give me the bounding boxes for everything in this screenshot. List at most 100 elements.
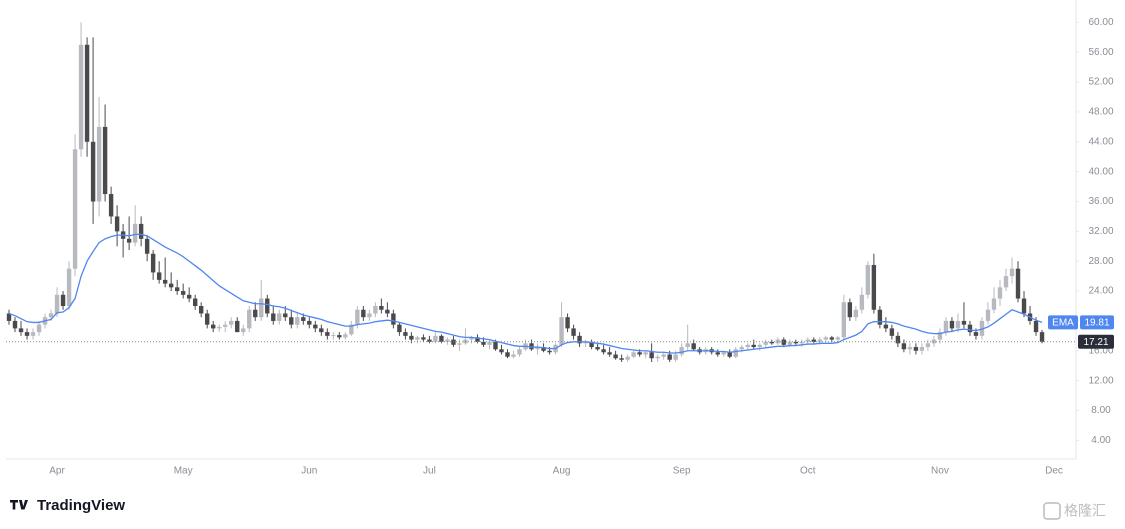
candle-body — [817, 339, 823, 342]
ema-value-box — [1080, 315, 1114, 330]
x-tick-label: Nov — [931, 466, 949, 477]
candle-body — [48, 313, 54, 318]
candle-body — [445, 339, 450, 342]
candle-body — [192, 298, 198, 306]
candle-body — [211, 324, 216, 329]
candle-body — [853, 309, 859, 318]
candle-body — [595, 347, 600, 350]
candle-body — [397, 324, 402, 333]
candle-body — [409, 335, 414, 340]
candle-body — [649, 352, 654, 359]
candle-body — [799, 341, 804, 344]
candle-body — [937, 332, 943, 340]
candle-body — [132, 223, 138, 243]
candle-body — [253, 309, 258, 318]
price-label: 17.21 — [1083, 337, 1108, 348]
candle-body — [12, 320, 18, 329]
candle-body — [613, 354, 618, 359]
candle-body — [919, 347, 925, 351]
candle-body — [180, 291, 186, 295]
candle-body — [793, 341, 798, 344]
candle-body — [379, 306, 384, 310]
candle-body — [481, 341, 486, 345]
candle-body — [331, 335, 336, 337]
candle-body — [60, 294, 66, 306]
y-tick-label: 44.00 — [1088, 136, 1113, 147]
brand-logo: TradingView — [10, 497, 125, 514]
candle-body — [721, 352, 726, 355]
x-tick-label: Dec — [1045, 466, 1063, 477]
candle-body — [583, 341, 588, 344]
candle-body — [1015, 268, 1021, 299]
candle-body — [24, 332, 30, 336]
candle-body — [973, 332, 979, 336]
brand: TradingView — [37, 497, 125, 514]
candle-body — [96, 126, 102, 202]
candle-body — [138, 223, 144, 239]
candle-body — [901, 343, 907, 350]
y-tick-label: 16.00 — [1088, 345, 1113, 356]
ema-line — [8, 233, 1043, 354]
candle-body — [829, 337, 835, 340]
watermark-text: 格隆汇 — [1064, 503, 1106, 519]
candle-body — [691, 343, 696, 350]
candle-body — [487, 341, 492, 345]
candle-body — [913, 347, 919, 351]
candle-body — [391, 313, 396, 325]
candle-body — [84, 44, 90, 142]
x-tick-label: Aug — [553, 466, 571, 477]
candle-body — [745, 344, 750, 348]
candle-body — [205, 313, 210, 325]
candle-body — [421, 337, 426, 340]
candle-body — [355, 309, 360, 325]
candle-body — [811, 339, 817, 342]
candle-body — [283, 313, 288, 318]
candle-body — [439, 335, 444, 342]
candle-body — [114, 216, 120, 232]
candle-body — [979, 320, 985, 336]
candle-body — [433, 335, 438, 342]
y-tick-label: 24.00 — [1088, 286, 1113, 297]
candle-body — [367, 313, 372, 318]
candle-body — [162, 279, 168, 284]
candle-body — [427, 339, 432, 342]
candle-body — [361, 309, 366, 318]
candle-body — [925, 343, 931, 348]
candle-body — [643, 352, 648, 355]
candle-body — [156, 272, 162, 280]
candle-body — [871, 264, 877, 310]
candle-body — [72, 149, 78, 269]
candle-body — [577, 335, 582, 344]
candle-body — [1009, 268, 1015, 277]
candle-body — [265, 298, 270, 314]
candle-body — [547, 350, 552, 353]
candle-body — [301, 317, 306, 321]
candle-body — [619, 358, 624, 360]
candle-body — [733, 349, 738, 357]
candle-body — [685, 343, 690, 348]
candle-body — [223, 324, 228, 327]
candle-body — [217, 326, 222, 329]
candle-body — [535, 347, 540, 350]
candle-body — [877, 309, 883, 325]
candles — [6, 22, 1045, 362]
candle-body — [36, 324, 42, 333]
candle-body — [883, 324, 889, 329]
candle-body — [403, 332, 408, 336]
candle-body — [168, 283, 174, 288]
y-tick-label: 48.00 — [1088, 107, 1113, 118]
candle-body — [727, 352, 732, 357]
candle-body — [967, 324, 973, 333]
candle-body — [277, 313, 282, 321]
candle-body — [499, 349, 504, 353]
candle-body — [457, 343, 462, 345]
candle-body — [715, 352, 720, 355]
candle-body — [559, 317, 564, 345]
candle-body — [739, 347, 744, 350]
candle-body — [271, 313, 276, 321]
y-tick-label: 8.00 — [1091, 405, 1111, 416]
candle-body — [679, 347, 684, 355]
candle-body — [241, 328, 246, 333]
candle-body — [313, 324, 318, 329]
